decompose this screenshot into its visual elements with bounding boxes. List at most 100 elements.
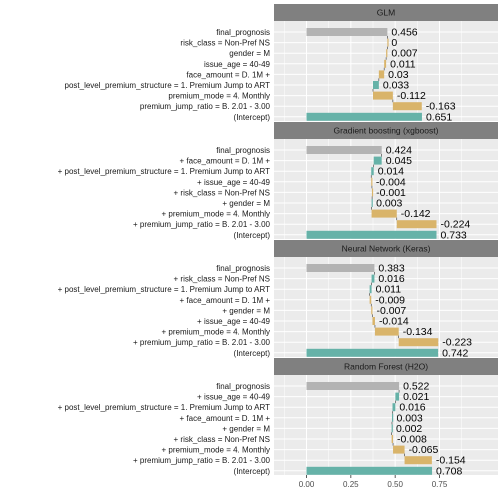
- x-tick-label-3: 0.50: [387, 480, 403, 489]
- bar-4-7: [393, 445, 405, 454]
- bar-3-8: [398, 338, 439, 347]
- row-label-2-1: final_prognosis: [216, 146, 270, 155]
- bar-3-1: [306, 264, 375, 272]
- row-label-2-6: + gender = M: [222, 199, 270, 208]
- row-label-3-3: + post_level_premium_structure = 1. Prem…: [58, 285, 271, 294]
- bar-1-4: [384, 59, 387, 68]
- row-label-1-9: (Intercept): [234, 113, 271, 122]
- bar-3-4: [369, 295, 372, 304]
- row-label-1-1: final_prognosis: [216, 28, 270, 37]
- value-label-2-7: -0.142: [401, 208, 431, 220]
- row-label-4-2: + issue_age = 40-49: [197, 393, 270, 402]
- bar-2-4: [371, 177, 373, 186]
- panel-background-4: [274, 375, 498, 475]
- value-label-2-6: 0.003: [376, 198, 402, 210]
- panel-title-3: Neural Network (Keras): [342, 244, 431, 254]
- row-label-1-8: premium_jump_ratio = B. 2.01 - 3.00: [140, 102, 271, 111]
- value-label-3-9: 0.742: [442, 347, 468, 359]
- value-label-4-6: -0.008: [397, 434, 427, 446]
- value-label-3-4: -0.009: [375, 294, 405, 306]
- bar-4-3: [392, 403, 396, 412]
- value-label-1-2: 0: [391, 37, 397, 49]
- row-label-3-6: + issue_age = 40-49: [197, 317, 270, 326]
- panel-background-3: [274, 257, 498, 357]
- value-label-4-5: 0.002: [396, 423, 422, 435]
- bar-1-9: [306, 112, 422, 121]
- value-label-4-1: 0.522: [403, 381, 429, 393]
- row-label-1-4: issue_age = 40-49: [204, 60, 271, 69]
- x-tick-label-4: 0.75: [432, 480, 448, 489]
- row-label-4-4: + face_amount = D. 1M +: [180, 414, 271, 423]
- value-label-3-7: -0.134: [403, 326, 433, 338]
- bar-2-7: [371, 209, 397, 218]
- row-label-4-7: + premium_mode = 4. Monthly: [162, 446, 271, 455]
- bar-3-5: [371, 306, 373, 315]
- row-label-4-8: + premium_jump_ratio = B. 2.01 - 3.00: [133, 456, 271, 465]
- bar-4-9: [306, 466, 433, 475]
- row-label-2-3: + post_level_premium_structure = 1. Prem…: [58, 167, 271, 176]
- value-label-2-3: 0.014: [378, 166, 404, 178]
- bar-1-8: [392, 102, 422, 111]
- row-label-1-3: gender = M: [229, 49, 270, 58]
- row-label-3-8: + premium_jump_ratio = B. 2.01 - 3.00: [133, 338, 271, 347]
- value-label-3-1: 0.383: [378, 263, 404, 275]
- panel-title-4: Random Forest (H2O): [344, 362, 428, 372]
- value-label-1-5: 0.03: [388, 69, 409, 81]
- value-label-1-7: -0.112: [397, 90, 426, 102]
- row-label-3-5: + gender = M: [222, 306, 270, 315]
- panel-background-1: [274, 21, 498, 121]
- panel-background-2: [274, 139, 498, 239]
- value-label-3-3: 0.011: [376, 284, 402, 296]
- row-label-2-9: (Intercept): [234, 231, 271, 240]
- value-label-2-4: -0.004: [376, 176, 406, 188]
- value-label-4-2: 0.021: [403, 391, 429, 403]
- panel-strip-2: [274, 122, 498, 139]
- row-label-4-5: + gender = M: [222, 424, 270, 433]
- value-label-3-5: -0.007: [376, 305, 406, 317]
- value-label-1-8: -0.163: [426, 101, 456, 113]
- value-label-2-2: 0.045: [386, 155, 412, 167]
- row-label-4-3: + post_level_premium_structure = 1. Prem…: [58, 403, 271, 412]
- value-label-2-8: -0.224: [440, 219, 470, 231]
- bar-1-7: [373, 91, 393, 100]
- row-label-3-4: + face_amount = D. 1M +: [180, 296, 271, 305]
- bar-1-1: [306, 28, 388, 36]
- bar-4-8: [404, 456, 432, 465]
- row-label-3-7: + premium_mode = 4. Monthly: [162, 328, 271, 337]
- row-label-3-1: final_prognosis: [216, 264, 270, 273]
- value-label-1-9: 0.651: [426, 111, 452, 123]
- value-label-1-3: 0.007: [391, 48, 417, 60]
- row-label-2-7: + premium_mode = 4. Monthly: [162, 210, 271, 219]
- row-label-3-2: + risk_class = Non-Pref NS: [174, 275, 270, 284]
- bar-3-3: [369, 285, 372, 294]
- row-label-1-6: post_level_premium_structure = 1. Premiu…: [65, 81, 271, 90]
- bar-3-7: [374, 327, 399, 336]
- panel-strip-4: [274, 358, 498, 375]
- value-label-4-3: 0.016: [399, 402, 425, 414]
- bar-1-3: [386, 49, 388, 58]
- row-label-3-9: (Intercept): [234, 349, 271, 358]
- bar-4-5: [391, 424, 393, 433]
- bar-1-6: [373, 81, 379, 89]
- row-label-2-5: + risk_class = Non-Pref NS: [174, 188, 270, 197]
- value-label-4-9: 0.708: [436, 465, 462, 477]
- value-label-1-1: 0.456: [391, 27, 417, 39]
- row-label-2-4: + issue_age = 40-49: [197, 178, 270, 187]
- value-label-3-6: -0.014: [379, 316, 409, 328]
- panel-title-1: GLM: [377, 8, 395, 18]
- panel-title-2: Gradient boosting (xgboost): [334, 126, 439, 136]
- x-tick-label-2: 0.25: [343, 480, 359, 489]
- value-label-4-8: -0.154: [436, 455, 466, 467]
- bar-2-5: [371, 188, 374, 197]
- value-label-3-8: -0.223: [442, 337, 472, 349]
- bar-4-4: [391, 413, 394, 422]
- bar-3-2: [371, 274, 375, 283]
- bar-2-8: [396, 220, 437, 229]
- row-label-1-5: face_amount = D. 1M +: [186, 70, 270, 79]
- value-label-1-4: 0.011: [390, 58, 416, 70]
- bar-2-3: [371, 167, 374, 176]
- x-tick-label-1: 0.00: [299, 480, 315, 489]
- bar-2-1: [306, 146, 382, 154]
- row-label-2-2: + face_amount = D. 1M +: [180, 157, 271, 166]
